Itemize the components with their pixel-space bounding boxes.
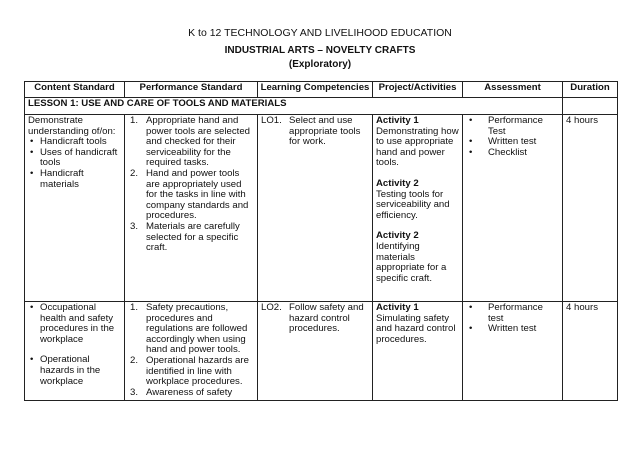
- item-text: Appropriate hand and power tools are sel…: [146, 115, 250, 169]
- list-item: Performance test: [466, 302, 559, 324]
- document-subtitle: INDUSTRIAL ARTS – NOVELTY CRAFTS: [224, 45, 416, 56]
- list-item: 1. Appropriate hand and power tools are s…: [128, 115, 254, 169]
- learning-competency-cell: LO1. Select and use appropriate tools for…: [257, 114, 373, 302]
- activity-title: Activity 2: [376, 177, 419, 189]
- list-item: Operational hazards in the workplace: [28, 355, 121, 387]
- list-item: 2. Operational hazards are identified in …: [128, 354, 254, 388]
- content-standard-cell: Occupational health and safety procedure…: [24, 301, 125, 401]
- duration-cell: 4 hours: [562, 301, 618, 401]
- table-row: Occupational health and safety procedure…: [24, 301, 618, 401]
- activity-title: Activity 1: [376, 115, 419, 126]
- list-item: 1. Safety precautions, procedures and reg…: [128, 302, 254, 356]
- list-item: Checklist: [466, 147, 559, 159]
- lesson-title: LESSON 1: USE AND CARE OF TOOLS AND MATE…: [24, 97, 563, 115]
- empty-cell: [562, 97, 618, 115]
- item-number: 1.: [130, 115, 139, 126]
- document-subtitle-note: (Exploratory): [288, 59, 352, 70]
- item-number: 3.: [130, 220, 139, 232]
- item-number: 1.: [130, 302, 139, 313]
- activity-title: Activity 2: [376, 230, 419, 242]
- activity-text: Simulating safety and hazard control pro…: [376, 312, 456, 345]
- list-item: Performance Test: [466, 115, 559, 137]
- col-header-content-standard: Content Standard: [24, 81, 125, 98]
- assessment-cell: Performance Test Written test Checklist: [462, 114, 563, 302]
- col-header-duration: Duration: [562, 81, 618, 98]
- list-item: Occupational health and safety procedure…: [28, 302, 121, 345]
- col-header-project-activities: Project/Activities: [372, 81, 463, 98]
- list-item: Handicraft tools: [28, 137, 121, 148]
- competency-text: Follow safety and hazard control procedu…: [289, 302, 364, 335]
- activities-cell: Activity 1 Demonstrating how to use appro…: [372, 114, 463, 302]
- content-standard-cell: Demonstrate understanding of/on: Handicr…: [24, 114, 125, 302]
- item-text: Hand and power tools are appropriately u…: [146, 167, 249, 222]
- list-item: 3. Awareness of safety: [128, 386, 254, 399]
- curriculum-table: Content Standard Performance Standard Le…: [24, 81, 618, 401]
- list-item: Handicraft materials: [28, 168, 121, 190]
- assessment-cell: Performance test Written test: [462, 301, 563, 401]
- item-text: Operational hazards are identified in li…: [146, 354, 249, 388]
- learning-competency-cell: LO2. Follow safety and hazard control pro…: [257, 301, 373, 401]
- list-item: Uses of handicraft tools: [28, 147, 121, 169]
- performance-standard-cell: 1. Safety precautions, procedures and reg…: [124, 301, 258, 401]
- col-header-assessment: Assessment: [462, 81, 563, 98]
- item-number: 3.: [130, 386, 139, 398]
- item-text: Safety precautions, procedures and regul…: [146, 302, 248, 356]
- col-header-performance-standard: Performance Standard: [124, 81, 258, 98]
- activity-text: Testing tools for serviceability and eff…: [376, 188, 450, 221]
- performance-standard-cell: 1. Appropriate hand and power tools are s…: [124, 114, 258, 302]
- competency-code: LO1.: [261, 115, 282, 126]
- competency-text: Select and use appropriate tools for wor…: [289, 115, 361, 148]
- competency-code: LO2.: [261, 302, 282, 313]
- item-text: Materials are carefully selected for a s…: [146, 220, 240, 254]
- document-title: K to 12 TECHNOLOGY AND LIVELIHOOD EDUCAT…: [188, 27, 452, 39]
- item-number: 2.: [130, 354, 139, 366]
- activity-text: Demonstrating how to use appropriate han…: [376, 125, 459, 169]
- activity-title: Activity 1: [376, 302, 419, 313]
- col-header-learning-competencies: Learning Competencies: [257, 81, 373, 98]
- duration-cell: 4 hours: [562, 114, 618, 302]
- activity-text: Identifying materials appropriate for a …: [376, 240, 447, 284]
- lesson-row: LESSON 1: USE AND CARE OF TOOLS AND MATE…: [24, 97, 618, 115]
- list-item: 2. Hand and power tools are appropriately…: [128, 167, 254, 222]
- list-item: Written test: [466, 137, 559, 148]
- item-number: 2.: [130, 167, 139, 179]
- list-item: 3. Materials are carefully selected for a…: [128, 220, 254, 254]
- item-text: Awareness of safety: [146, 386, 233, 398]
- activities-cell: Activity 1 Simulating safety and hazard c…: [372, 301, 463, 401]
- header-row: Content Standard Performance Standard Le…: [24, 81, 618, 98]
- list-item: Written test: [466, 324, 559, 335]
- content-intro: Demonstrate understanding of/on:: [28, 115, 116, 137]
- table-row: Demonstrate understanding of/on: Handicr…: [24, 114, 618, 302]
